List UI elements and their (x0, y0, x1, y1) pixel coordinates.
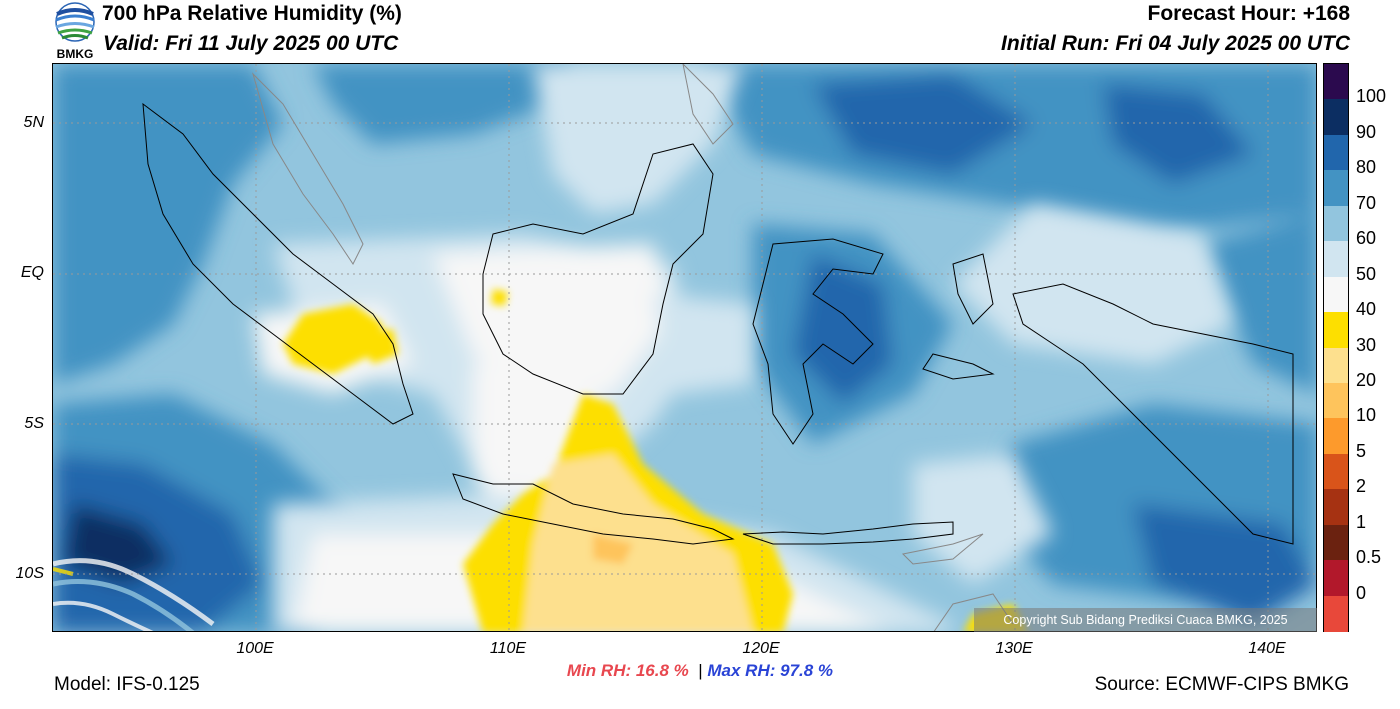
lon-label-140e: 140E (1248, 640, 1286, 657)
papua-coast (1012, 283, 1294, 545)
colorbar-label: 5 (1356, 440, 1367, 461)
moist-regions (53, 64, 1316, 631)
java-coast (452, 473, 735, 545)
lon-label-130e: 130E (995, 640, 1033, 657)
colorbar-label: 90 (1356, 121, 1377, 142)
source-info: Source: ECMWF-CIPS BMKG (1094, 674, 1349, 695)
colorbar-segment (1324, 453, 1348, 490)
colorbar-label: 30 (1356, 334, 1377, 355)
colorbar-label: 10 (1356, 405, 1377, 426)
colorbar-segment (1324, 276, 1348, 313)
sulawesi-coast (752, 238, 884, 445)
lat-label-5s: 5S (24, 415, 44, 432)
malay-coast (251, 72, 364, 265)
borneo-coast (482, 143, 714, 395)
colorbar-label: 60 (1356, 228, 1377, 249)
colorbar-label: 70 (1356, 192, 1377, 213)
rh-contour-map (53, 64, 1316, 631)
lon-label-100e: 100E (236, 640, 274, 657)
colorbar-segment (1324, 134, 1348, 171)
colorbar-segment (1324, 241, 1348, 278)
min-rh: Min RH: 16.8 % (566, 661, 689, 680)
model-info: Model: IFS-0.125 (54, 674, 200, 695)
colorbar-label: 80 (1356, 157, 1377, 178)
lat-label-eq: EQ (20, 264, 44, 281)
timor-coast (901, 533, 984, 565)
colorbar-label: 100 (1356, 86, 1387, 107)
colorbar-segment (1324, 347, 1348, 384)
rh-stats: Min RH: 16.8 % | Max RH: 97.8 % (0, 661, 1400, 681)
lat-label-10s: 10S (15, 565, 44, 582)
valid-time: Valid: Fri 11 July 2025 00 UTC (103, 32, 399, 55)
colorbar-label: 50 (1356, 263, 1377, 284)
forecast-hour: Forecast Hour: +168 (1147, 2, 1351, 25)
mindanao-coast (682, 64, 734, 145)
coastlines (142, 64, 1294, 631)
sumatra-coast (142, 102, 414, 425)
colorbar-segment (1324, 312, 1348, 348)
colorbar-segment (1324, 99, 1348, 136)
colorbar-segment (1324, 595, 1348, 632)
colorbar (1323, 63, 1349, 632)
lon-label-120e: 120E (742, 640, 780, 657)
stats-separator: | (698, 661, 703, 680)
map-panel (52, 63, 1317, 632)
colorbar-label: 40 (1356, 299, 1377, 320)
map-title: 700 hPa Relative Humidity (%) (102, 2, 402, 25)
colorbar-segment (1324, 64, 1348, 100)
colorbar-segment (1324, 418, 1348, 455)
colorbar-segment (1324, 170, 1348, 207)
logo-text: BMKG (57, 47, 94, 60)
bmkg-logo: BMKG (52, 2, 98, 61)
colorbar-label: 2 (1356, 476, 1367, 497)
lon-label-110e: 110E (489, 640, 527, 657)
colorbar-segment (1324, 524, 1348, 561)
colorbar-segment (1324, 205, 1348, 242)
sunda-coast (742, 521, 954, 545)
colorbar-label: 0.5 (1356, 547, 1382, 568)
maluku-coast (952, 253, 994, 325)
copyright-note: Copyright Sub Bidang Prediksi Cuaca BMKG… (974, 608, 1317, 632)
colorbar-label: 20 (1356, 369, 1377, 390)
colorbar-segment (1324, 489, 1348, 526)
colorbar-label: 0 (1356, 582, 1367, 603)
colorbar-segment (1324, 560, 1348, 597)
colorbar-label: 1 (1356, 511, 1367, 532)
initial-run: Initial Run: Fri 04 July 2025 00 UTC (1001, 32, 1350, 55)
colorbar-segment (1324, 382, 1348, 419)
max-rh: Max RH: 97.8 % (707, 661, 834, 680)
lat-label-5n: 5N (23, 114, 44, 131)
